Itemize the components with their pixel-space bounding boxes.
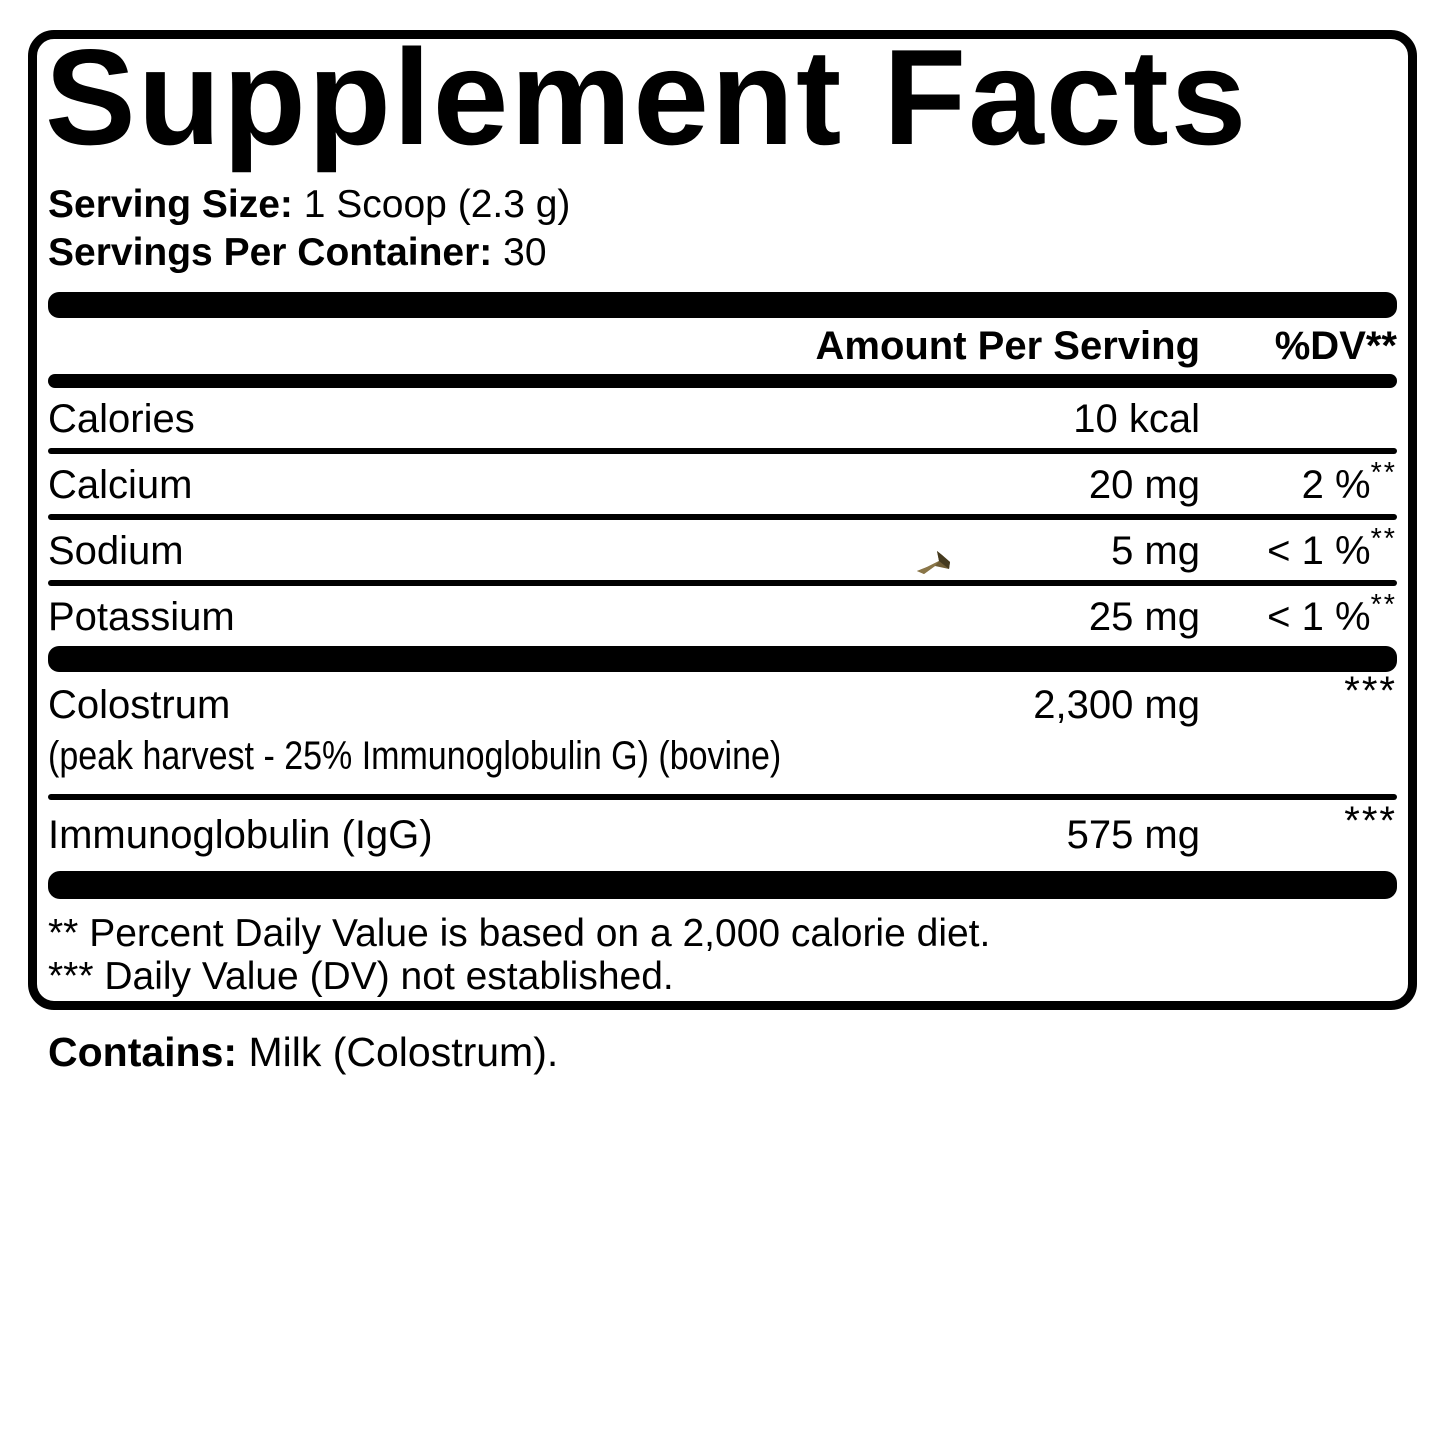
footnotes: ** Percent Daily Value is based on a 2,0… bbox=[48, 912, 1397, 999]
nutrient-dv: 2 %** bbox=[1301, 457, 1397, 508]
ingredient-name: Colostrum bbox=[48, 683, 231, 728]
label-title: Supplement Facts bbox=[45, 21, 1249, 173]
nutrient-name: Calories bbox=[48, 397, 195, 442]
footnote-dv-not-established: *** Daily Value (DV) not established. bbox=[48, 955, 674, 999]
nutrient-row-calories: Calories 10 kcal bbox=[48, 388, 1397, 448]
separator-bar-middle bbox=[48, 646, 1397, 673]
nutrient-amount: 5 mg bbox=[1111, 529, 1200, 574]
nutrient-name: Calcium bbox=[48, 463, 193, 508]
nutrient-row-sodium: Sodium 5 mg < 1 %** bbox=[48, 520, 1397, 580]
serving-size-value: 1 Scoop (2.3 g) bbox=[303, 183, 571, 226]
dv-header: %DV** bbox=[1274, 324, 1397, 369]
nutrient-amount: 10 kcal bbox=[1073, 397, 1200, 442]
nutrient-amount: 25 mg bbox=[1088, 595, 1200, 640]
contains-label: Contains: bbox=[48, 1029, 238, 1075]
row-divider bbox=[48, 514, 1397, 521]
amount-per-serving-header: Amount Per Serving bbox=[815, 324, 1200, 369]
contains-statement: Contains: Milk (Colostrum). bbox=[48, 1029, 559, 1075]
nutrient-dv bbox=[1200, 399, 1397, 439]
nutrient-name: Sodium bbox=[48, 529, 184, 574]
separator-bar-top bbox=[48, 292, 1397, 319]
ingredient-description: (peak harvest - 25% Immunoglobulin G) (b… bbox=[48, 734, 782, 779]
nutrient-amount: 20 mg bbox=[1088, 463, 1200, 508]
servings-per-container-row: Servings Per Container: 30 bbox=[48, 229, 1397, 277]
supplement-facts-box: Supplement Facts Serving Size: 1 Scoop (… bbox=[28, 21, 1417, 1010]
footnote-daily-value: ** Percent Daily Value is based on a 2,0… bbox=[48, 912, 991, 956]
row-divider bbox=[48, 794, 1397, 801]
ingredient-dv: *** bbox=[1344, 669, 1397, 714]
ingredient-amount: 575 mg bbox=[1066, 813, 1200, 858]
serving-size-row: Serving Size: 1 Scoop (2.3 g) bbox=[48, 181, 1397, 229]
nutrient-dv: < 1 %** bbox=[1267, 589, 1397, 640]
ingredient-name: Immunoglobulin (IgG) bbox=[48, 813, 433, 858]
row-divider bbox=[48, 580, 1397, 587]
separator-bar-bottom bbox=[48, 871, 1397, 900]
contains-value: Milk (Colostrum). bbox=[248, 1029, 559, 1075]
nutrient-row-calcium: Calcium 20 mg 2 %** bbox=[48, 454, 1397, 514]
ingredient-row-immunoglobulin: Immunoglobulin (IgG) 575 mg *** bbox=[48, 800, 1397, 871]
nutrient-dv: < 1 %** bbox=[1267, 523, 1397, 574]
nutrient-name: Potassium bbox=[48, 595, 235, 640]
ingredient-amount: 2,300 mg bbox=[1033, 683, 1200, 728]
nutrient-row-potassium: Potassium 25 mg < 1 %** bbox=[48, 586, 1397, 646]
debris-speck bbox=[915, 548, 953, 578]
separator-bar-header bbox=[48, 374, 1397, 389]
servings-per-container-label: Servings Per Container: bbox=[48, 230, 493, 274]
ingredient-dv: *** bbox=[1344, 799, 1397, 844]
serving-size-label: Serving Size: bbox=[48, 183, 293, 226]
ingredient-row-colostrum: Colostrum 2,300 mg *** (peak harvest - 2… bbox=[48, 669, 1397, 794]
row-divider bbox=[48, 448, 1397, 455]
servings-per-container-value: 30 bbox=[503, 230, 547, 274]
column-header-row: Amount Per Serving %DV** bbox=[48, 318, 1397, 366]
serving-info: Serving Size: 1 Scoop (2.3 g) Servings P… bbox=[48, 181, 1397, 276]
